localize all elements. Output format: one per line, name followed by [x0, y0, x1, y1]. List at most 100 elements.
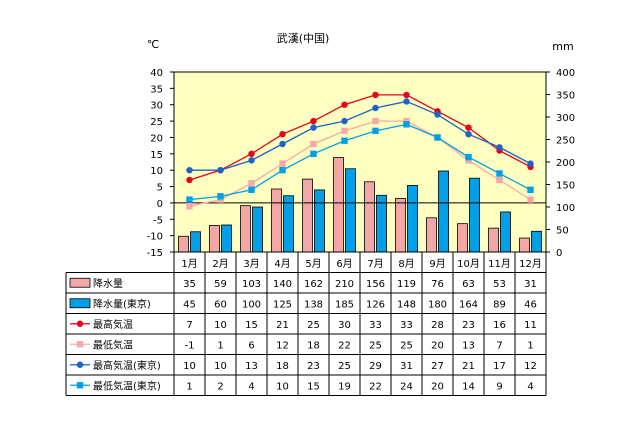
series-point-2	[279, 140, 286, 148]
category-label: 2月	[212, 258, 228, 270]
series-point-1	[527, 196, 534, 203]
table-cell: 33	[400, 320, 413, 331]
series-point-2	[248, 157, 255, 164]
table-cell: 20	[431, 381, 444, 392]
table-cell: 100	[242, 299, 261, 310]
table-cell: 162	[304, 279, 323, 290]
table-cell: 185	[335, 299, 354, 310]
table-cell: 24	[400, 381, 413, 392]
table-cell: 119	[397, 279, 416, 290]
series-point-1	[496, 176, 503, 184]
category-label: 9月	[429, 258, 445, 270]
bar-precip	[271, 188, 282, 253]
legend-marker	[76, 382, 84, 389]
table-cell: 10	[183, 361, 196, 372]
bar-precip	[488, 227, 499, 253]
table-cell: 10	[214, 320, 227, 331]
bar-precip	[364, 181, 375, 253]
legend-marker	[76, 320, 84, 327]
right-axis-tick-label: 100	[556, 203, 575, 214]
category-label: 5月	[305, 258, 321, 270]
series-point-3	[248, 186, 255, 194]
right-axis-tick-label: 250	[556, 136, 575, 147]
series-point-3	[403, 121, 410, 128]
bar-precip-tokyo	[190, 231, 201, 253]
series-point-3	[372, 127, 379, 135]
table-cell: 22	[369, 381, 382, 392]
series-point-1	[248, 180, 255, 187]
table-cell: 6	[248, 340, 254, 351]
right-axis-tick-label: 350	[556, 91, 575, 102]
series-point-2	[372, 104, 379, 112]
table-cell: 60	[214, 299, 227, 310]
series-point-2	[527, 160, 534, 167]
bar-precip	[209, 225, 220, 253]
table-cell: 21	[276, 320, 289, 331]
series-point-2	[310, 124, 317, 131]
category-label: 6月	[336, 258, 352, 270]
series-point-3	[527, 186, 534, 194]
table-cell: 4	[248, 381, 254, 392]
right-axis-unit: mm	[552, 40, 573, 53]
bar-precip	[333, 157, 344, 253]
series-point-2	[186, 166, 193, 174]
table-cell: 15	[307, 381, 320, 392]
table-cell: 164	[459, 299, 478, 310]
table-cell: 28	[431, 320, 444, 331]
bar-precip	[519, 237, 530, 253]
legend-marker	[76, 361, 84, 368]
series-point-1	[310, 140, 317, 148]
series-point-3	[434, 134, 441, 141]
series-point-2	[465, 130, 472, 138]
series-point-3	[496, 170, 503, 177]
left-axis-tick-label: -10	[147, 232, 163, 243]
table-cell: 1	[527, 340, 533, 351]
table-cell: 59	[214, 279, 227, 290]
series-line-0	[189, 94, 531, 181]
left-axis-tick-label: 20	[150, 133, 163, 144]
series-point-0	[372, 91, 379, 99]
table-cell: 33	[369, 320, 382, 331]
legend-label: 最高気温	[93, 318, 133, 331]
left-axis-tick-label: 35	[150, 84, 163, 95]
legend-swatch	[69, 277, 91, 288]
series-point-3	[279, 166, 286, 174]
right-axis-tick-label: 150	[556, 181, 575, 192]
table-cell: 14	[462, 381, 475, 392]
series-point-0	[403, 91, 410, 99]
legend-label: 最高気温(東京)	[93, 359, 161, 372]
right-axis-tick-label: 0	[556, 248, 562, 259]
bar-precip-tokyo	[314, 189, 325, 253]
table-cell: 21	[462, 361, 475, 372]
series-point-1	[217, 196, 224, 203]
table-cell: 9	[496, 381, 502, 392]
bar-precip-tokyo	[252, 206, 263, 253]
table-cell: 1	[217, 340, 223, 351]
table-cell: 156	[366, 279, 385, 290]
right-axis-tick-label: 300	[556, 113, 575, 124]
category-label: 7月	[367, 258, 383, 270]
bar-precip-tokyo	[438, 170, 449, 253]
series-point-2	[403, 98, 410, 105]
chart-title: 武漢(中国)	[277, 32, 330, 45]
right-axis-tick-label: 400	[556, 68, 575, 79]
table-cell: 7	[496, 340, 502, 351]
bar-precip-tokyo	[345, 168, 356, 253]
category-label: 4月	[274, 258, 290, 270]
legend-label: 降水量	[93, 277, 123, 290]
series-point-3	[465, 153, 472, 161]
table-cell: 76	[431, 279, 444, 290]
table-cell: 10	[276, 381, 289, 392]
table-cell: 29	[369, 361, 382, 372]
table-cell: 25	[307, 320, 320, 331]
legend-label: 最低気温(東京)	[93, 379, 161, 392]
bar-precip	[178, 235, 189, 253]
series-point-0	[279, 130, 286, 138]
table-cell: 180	[428, 299, 447, 310]
series-point-0	[186, 176, 193, 184]
series-point-2	[341, 117, 348, 125]
table-cell: 46	[524, 299, 537, 310]
series-point-3	[186, 196, 193, 203]
series-point-1	[341, 127, 348, 135]
series-point-0	[465, 124, 472, 131]
